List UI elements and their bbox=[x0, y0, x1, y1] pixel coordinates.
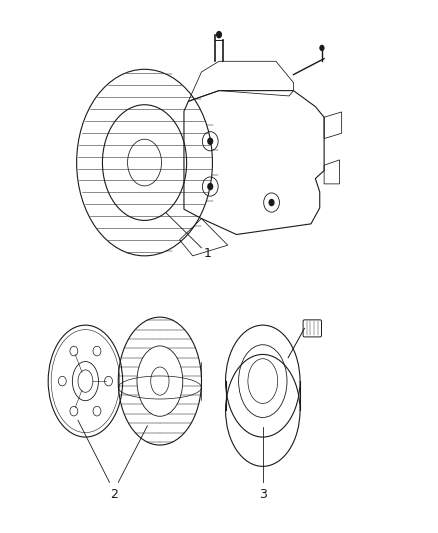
Circle shape bbox=[207, 183, 213, 190]
Circle shape bbox=[207, 138, 213, 145]
Circle shape bbox=[319, 45, 325, 51]
Text: 2: 2 bbox=[110, 488, 118, 500]
Text: 3: 3 bbox=[259, 488, 267, 500]
Circle shape bbox=[268, 199, 275, 206]
Circle shape bbox=[216, 31, 222, 38]
Text: 1: 1 bbox=[204, 247, 212, 260]
